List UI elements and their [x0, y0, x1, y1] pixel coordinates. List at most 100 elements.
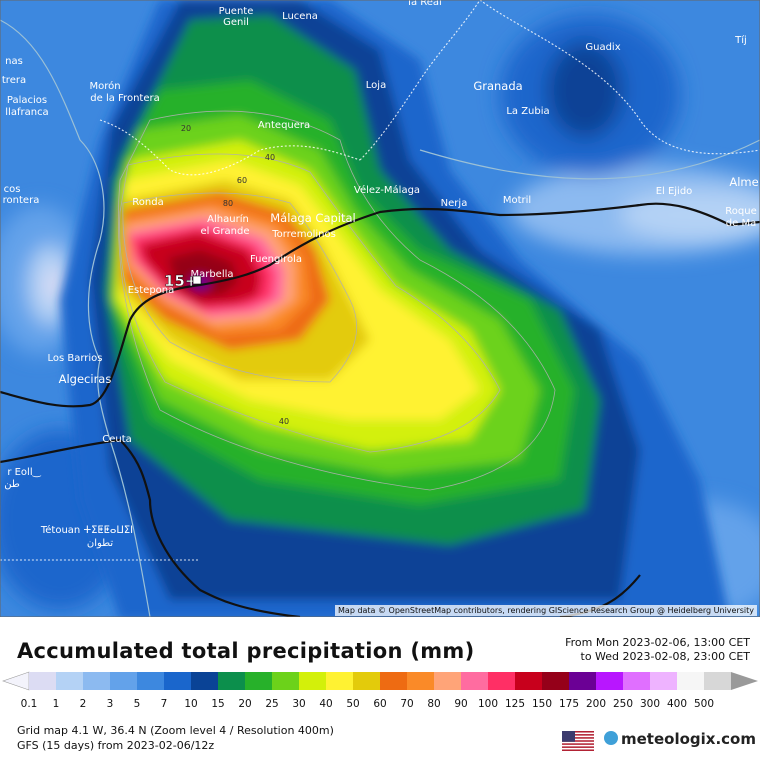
colorbar-tick-label: 2	[80, 698, 87, 710]
city-label: Palacios	[7, 95, 47, 106]
city-label: Torremolinos	[271, 229, 336, 240]
colorbar-tick-label: 200	[586, 698, 606, 710]
colorbar-cell	[326, 672, 354, 690]
city-label: Antequera	[258, 120, 310, 131]
colorbar-cell	[596, 672, 624, 690]
contour-label: 40	[279, 417, 289, 426]
city-label: Nerja	[441, 198, 468, 209]
colorbar-cell	[650, 672, 678, 690]
colorbar-tick-label: 15	[211, 698, 224, 710]
colorbar-tick-label: 125	[505, 698, 525, 710]
grid-info-text: Grid map 4.1 W, 36.4 N (Zoom level 4 / R…	[17, 724, 334, 737]
colorbar-min-arrow	[2, 671, 30, 691]
city-label: cos	[4, 184, 21, 195]
colorbar-max-arrow	[731, 672, 758, 690]
colorbar-cell	[110, 672, 138, 690]
city-label: Morón	[89, 80, 120, 92]
colorbar-tick-label: 50	[346, 698, 359, 710]
city-label: el Grande	[201, 226, 250, 237]
city-label: Fuengirola	[250, 254, 302, 265]
colorbar-tick-label: 7	[161, 698, 168, 710]
city-label: Puente	[219, 6, 254, 17]
city-label: la Real	[408, 0, 442, 8]
city-label: Ceuta	[102, 434, 132, 445]
colorbar-tick-label: 20	[238, 698, 251, 710]
contour-label: 80	[223, 199, 233, 208]
city-label: Guadix	[585, 42, 620, 53]
max-value-marker: 15+	[164, 272, 197, 290]
valid-from-time: From Mon 2023-02-06, 13:00 CET	[565, 636, 750, 649]
colorbar-tick-label: 25	[265, 698, 278, 710]
colorbar-tick-label: 300	[640, 698, 660, 710]
contour-label: 60	[237, 176, 247, 185]
colorbar-cell	[299, 672, 327, 690]
city-label: Tétouan ⵜⵉⵟⵟⴰⵡⵉⵏ	[40, 524, 133, 536]
map-attribution: Map data © OpenStreetMap contributors, r…	[335, 605, 757, 616]
colorbar-tick-label: 30	[292, 698, 305, 710]
colorbar-cell	[191, 672, 219, 690]
colorbar-cell	[245, 672, 273, 690]
colorbar-cell	[434, 672, 462, 690]
contour-label: 20	[181, 124, 191, 133]
city-label: La Zubia	[506, 106, 549, 117]
us-flag-icon[interactable]	[562, 731, 594, 751]
city-label: Granada	[473, 79, 522, 93]
colorbar-tick-label: 400	[667, 698, 687, 710]
city-label: de la Frontera	[90, 93, 159, 104]
colorbar-tick-label: 60	[373, 698, 386, 710]
colorbar-tick-label: 70	[400, 698, 413, 710]
legend-title: Accumulated total precipitation (mm)	[17, 639, 475, 663]
precipitation-colorbar: 0.1 1 2 3 5 7 10 15 20 25 30 40 50 60 70 80 90 100 125 150 1…	[2, 671, 758, 710]
city-label: Algeciras	[59, 372, 112, 386]
colorbar-tick-label: 100	[478, 698, 498, 710]
colorbar-tick-label: 150	[532, 698, 552, 710]
colorbar-tick-label: 90	[454, 698, 467, 710]
valid-to-time: to Wed 2023-02-08, 23:00 CET	[580, 650, 751, 663]
city-label: Vélez-Málaga	[354, 184, 420, 196]
colorbar-cell	[461, 672, 489, 690]
colorbar-cell	[623, 672, 651, 690]
colorbar-cell	[83, 672, 111, 690]
city-label: nas	[5, 56, 23, 67]
colorbar-tick-label: 3	[107, 698, 114, 710]
colorbar-tick-label: 1	[53, 698, 60, 710]
colorbar-cell	[272, 672, 300, 690]
city-label: Estepona	[128, 285, 175, 296]
colorbar-cell	[56, 672, 84, 690]
city-label: طن	[4, 479, 20, 490]
contour-label: 40	[265, 153, 275, 162]
city-label: Genil	[223, 17, 249, 28]
city-label: Málaga Capital	[270, 211, 356, 225]
city-label: Roque	[725, 206, 756, 217]
colorbar-cell	[407, 672, 435, 690]
colorbar-tick-label: 250	[613, 698, 633, 710]
colorbar-tick-label: 0.1	[21, 698, 38, 710]
colorbar-cell	[137, 672, 165, 690]
city-label: Lucena	[282, 11, 318, 22]
colorbar-cell	[488, 672, 516, 690]
model-info-text: GFS (15 days) from 2023-02-06/12z	[17, 739, 215, 752]
colorbar-tick-label: 175	[559, 698, 579, 710]
city-label: Ronda	[132, 197, 163, 208]
colorbar-cell	[380, 672, 408, 690]
colorbar-cell	[164, 672, 192, 690]
precipitation-map[interactable]: Puente Genil Lucena la Real Guadix Tíj nas trer…	[0, 0, 760, 617]
city-label: El Ejido	[656, 186, 693, 197]
city-label: Alhaurín	[207, 213, 249, 225]
city-label: Alme	[729, 175, 758, 189]
colorbar-cell	[29, 672, 57, 690]
city-label: de Ma	[726, 218, 756, 229]
max-value-point	[192, 275, 202, 285]
colorbar-cell	[704, 672, 732, 690]
colorbar-tick-label: 80	[427, 698, 440, 710]
colorbar-cell	[353, 672, 381, 690]
city-label: trera	[2, 75, 26, 86]
city-label: r Eoll‿	[7, 467, 41, 478]
colorbar-cell	[515, 672, 543, 690]
colorbar-cell	[542, 672, 570, 690]
city-label: Los Barrios	[47, 353, 102, 364]
city-label: Loja	[366, 80, 386, 91]
brand-logo[interactable]: meteologix.com	[604, 730, 756, 748]
colorbar-tick-label: 10	[184, 698, 197, 710]
